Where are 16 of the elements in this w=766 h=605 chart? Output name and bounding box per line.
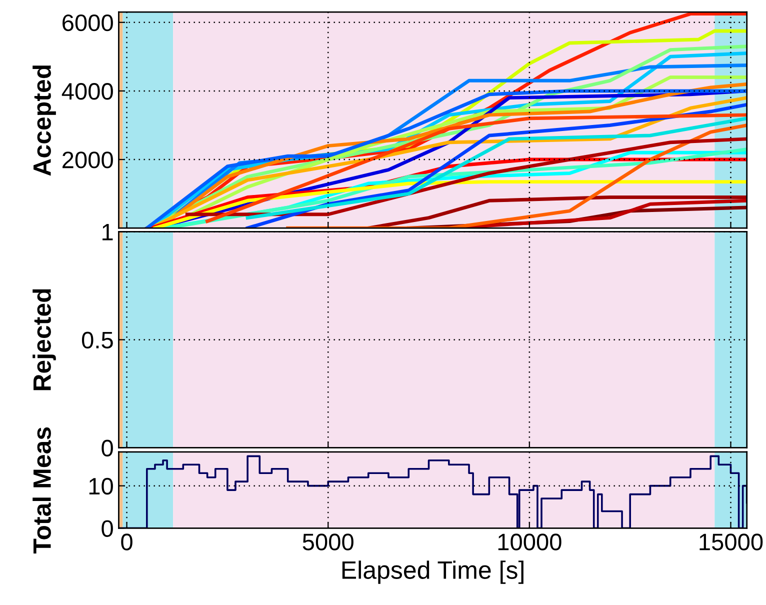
y-tick-label: 0.5 [82,332,113,348]
y-tick-label: 2000 [62,152,113,168]
y-tick-label: 10 [89,478,113,495]
x-axis-title: Elapsed Time [s] [342,560,524,584]
y-tick-label: 0 [102,440,113,456]
x-tick-label: 5000 [302,534,354,550]
y-axis-title: Accepted [32,65,56,176]
x-tick-label: 15000 [700,534,763,550]
y-axis-title: Rejected [32,289,56,390]
y-tick-label: 1 [102,224,113,240]
y-tick-label: 4000 [62,83,113,100]
x-tick-label: 10000 [498,534,562,550]
y-tick-label: 0 [102,520,113,537]
y-tick-label: 6000 [62,14,113,32]
y-axis-title: Total Meas [32,427,51,554]
x-tick-label: 0 [121,534,132,550]
